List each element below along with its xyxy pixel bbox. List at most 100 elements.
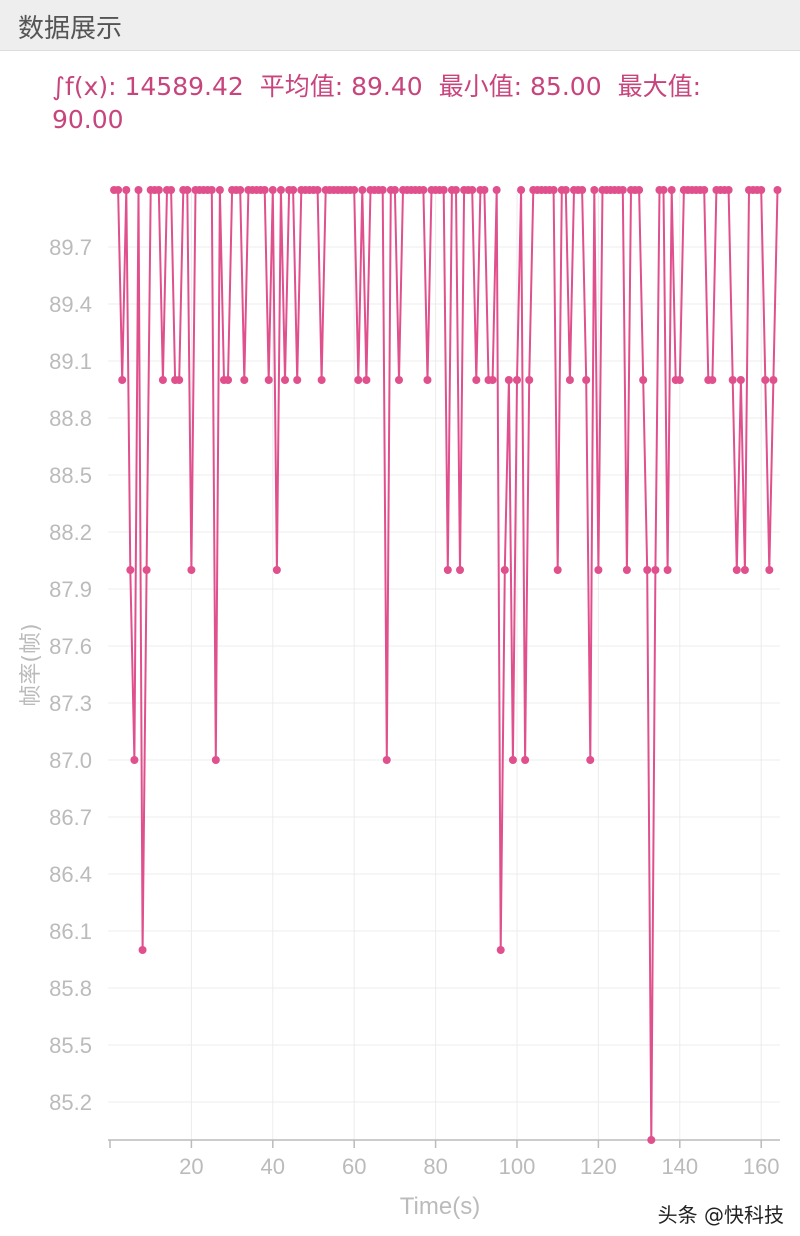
- y-tick-label: 87.0: [49, 748, 92, 773]
- stat-average: 平均值: 89.40: [259, 72, 423, 101]
- y-tick-label: 88.5: [49, 463, 92, 488]
- data-point: [264, 376, 273, 384]
- data-point: [724, 186, 733, 194]
- data-point: [565, 376, 574, 384]
- watermark: 头条 @快科技: [657, 1203, 784, 1227]
- data-point: [390, 186, 399, 194]
- x-tick-label: 120: [580, 1154, 617, 1179]
- y-tick-label: 85.5: [49, 1033, 92, 1058]
- data-point: [236, 186, 245, 194]
- y-tick-label: 88.2: [49, 520, 92, 545]
- data-point: [154, 186, 163, 194]
- data-point: [586, 756, 595, 764]
- y-tick-label: 86.1: [49, 919, 92, 944]
- stat-min: 最小值: 85.00: [438, 72, 602, 101]
- data-point: [451, 186, 460, 194]
- data-point: [480, 186, 489, 194]
- y-tick-label: 89.7: [49, 235, 92, 260]
- y-tick-label: 88.8: [49, 406, 92, 431]
- data-point: [769, 376, 778, 384]
- x-tick-label: 20: [179, 1154, 203, 1179]
- data-point: [313, 186, 322, 194]
- stat-integral: ∫f(x): 14589.42: [52, 72, 244, 101]
- data-point: [708, 376, 717, 384]
- data-point: [700, 186, 709, 194]
- x-tick-label: 80: [423, 1154, 447, 1179]
- data-point: [187, 566, 196, 574]
- data-point: [394, 376, 403, 384]
- y-tick-label: 89.4: [49, 292, 92, 317]
- data-point: [622, 566, 631, 574]
- data-point: [618, 186, 627, 194]
- page-title: 数据展示: [18, 14, 123, 44]
- data-point: [138, 946, 147, 954]
- data-point: [443, 566, 452, 574]
- data-point: [158, 376, 167, 384]
- x-tick-label: 40: [261, 1154, 285, 1179]
- data-point: [732, 566, 741, 574]
- data-point: [553, 566, 562, 574]
- data-point: [517, 186, 526, 194]
- y-tick-label: 89.1: [49, 349, 92, 374]
- data-point: [289, 186, 298, 194]
- data-point: [651, 566, 660, 574]
- x-tick-label: 60: [342, 1154, 366, 1179]
- data-point: [207, 186, 216, 194]
- data-point: [224, 376, 233, 384]
- y-tick-label: 87.9: [49, 577, 92, 602]
- data-point: [663, 566, 672, 574]
- data-point: [354, 376, 363, 384]
- y-tick-label: 85.8: [49, 976, 92, 1001]
- data-point: [740, 566, 749, 574]
- series-line: [114, 189, 779, 1141]
- data-point: [419, 186, 428, 194]
- data-point: [317, 376, 326, 384]
- data-point: [260, 186, 269, 194]
- data-point: [761, 376, 770, 384]
- framerate-chart: 85.2 85.5 85.8 86.1 86.4 86.7 87.0 87.3 87.6 87.9…: [19, 186, 782, 1220]
- data-point: [130, 756, 139, 764]
- y-tick-label: 85.2: [49, 1090, 92, 1115]
- data-point: [118, 376, 127, 384]
- data-point: [142, 566, 151, 574]
- data-point: [492, 186, 501, 194]
- data-point: [281, 376, 290, 384]
- x-axis-label: Time(s): [400, 1193, 480, 1220]
- data-point: [215, 186, 224, 194]
- data-point: [643, 566, 652, 574]
- data-point: [765, 566, 774, 574]
- data-point: [496, 946, 505, 954]
- data-point: [382, 756, 391, 764]
- data-point: [268, 186, 277, 194]
- data-point: [639, 376, 648, 384]
- x-tick-label: 100: [499, 1154, 536, 1179]
- data-point: [635, 186, 644, 194]
- data-point: [508, 756, 517, 764]
- data-point: [472, 376, 481, 384]
- y-tick-label: 86.4: [49, 862, 92, 887]
- data-point: [659, 186, 668, 194]
- data-point: [362, 376, 371, 384]
- stats-summary: ∫f(x): 14589.42 平均值: 89.40 最小值: 85.00 最大…: [52, 70, 772, 136]
- data-point: [126, 566, 135, 574]
- data-point: [134, 186, 143, 194]
- data-point: [500, 566, 509, 574]
- data-point: [488, 376, 497, 384]
- data-point: [594, 566, 603, 574]
- y-tick-label: 86.7: [49, 805, 92, 830]
- data-point: [513, 376, 521, 384]
- data-point: [175, 376, 184, 384]
- data-point: [525, 376, 534, 384]
- data-point: [675, 376, 684, 384]
- data-point: [578, 186, 587, 194]
- data-point: [272, 566, 281, 574]
- data-point: [439, 186, 448, 194]
- data-point: [276, 186, 285, 194]
- data-point: [549, 186, 558, 194]
- data-point: [378, 186, 387, 194]
- data-point: [423, 376, 432, 384]
- data-point: [456, 566, 465, 574]
- data-point: [350, 186, 359, 194]
- data-point: [590, 186, 599, 194]
- x-tick-label: 160: [743, 1154, 780, 1179]
